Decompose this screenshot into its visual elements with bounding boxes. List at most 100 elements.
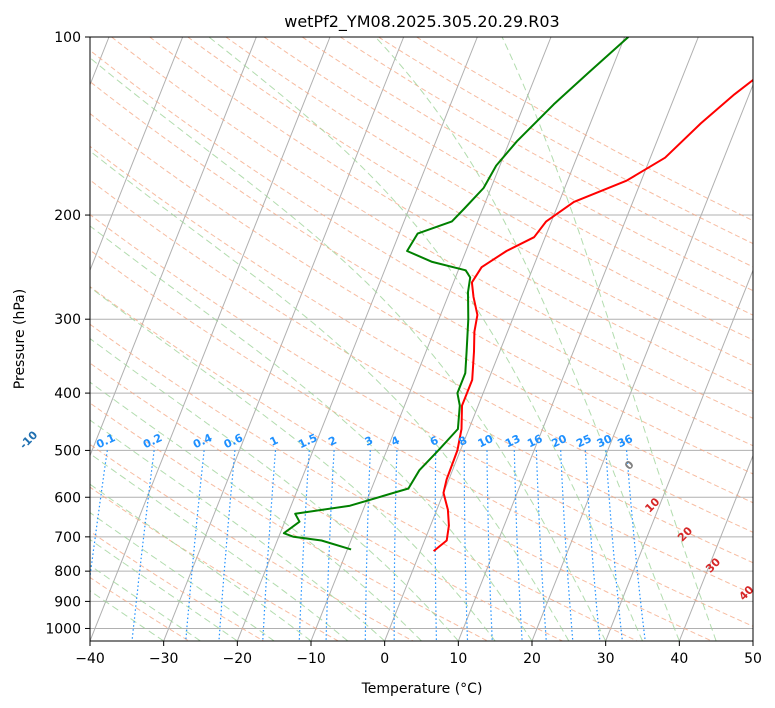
mixing-ratio-line bbox=[560, 450, 574, 641]
moist-adiabat-line bbox=[90, 453, 349, 641]
isotherm-line bbox=[90, 37, 257, 457]
dry-adiabat-line bbox=[90, 49, 753, 447]
dry-adiabat-line bbox=[149, 37, 753, 393]
isotherm-line bbox=[90, 37, 184, 272]
mixing-ratio-line bbox=[535, 450, 547, 641]
moist-adiabat-line bbox=[90, 286, 496, 641]
x-tick-label: −10 bbox=[296, 651, 326, 667]
dry-adiabat-line bbox=[90, 213, 753, 595]
isotherm-line bbox=[457, 37, 699, 641]
mixing-ratio-line bbox=[325, 450, 335, 641]
isotherm-line bbox=[531, 83, 753, 641]
theta-label: 20 bbox=[675, 524, 695, 544]
mixing-ratio-label: 1 bbox=[268, 434, 280, 449]
mixing-ratio-label: 30 bbox=[595, 432, 615, 450]
mixing-ratio-line bbox=[90, 450, 108, 582]
mixing-ratio-label: 0.2 bbox=[141, 431, 164, 451]
dry-adiabat-line bbox=[416, 37, 753, 222]
dewpoint-trace bbox=[282, 37, 629, 551]
x-axis: −40 −30 −20 −10 0 10 20 30 40 50 bbox=[75, 641, 762, 667]
mixing-ratio-label: 25 bbox=[574, 432, 593, 450]
mixing-ratio-line bbox=[393, 450, 398, 641]
y-tick-label: 700 bbox=[54, 530, 81, 546]
dry-adiabat-line bbox=[263, 37, 753, 316]
x-tick-label: 50 bbox=[744, 651, 762, 667]
profile-traces bbox=[282, 37, 753, 552]
plot-frame bbox=[89, 36, 754, 642]
moist-adiabat-line bbox=[90, 564, 201, 641]
dry-adiabat-line bbox=[90, 362, 563, 641]
mixing-ratio-label: 6 bbox=[428, 434, 441, 449]
mixing-ratio-line bbox=[364, 450, 371, 641]
dry-adiabat-line bbox=[301, 37, 753, 292]
dry-adiabat-line bbox=[90, 286, 712, 641]
isotherm-line bbox=[678, 454, 753, 641]
y-axis: 100 200 300 400 500 600 700 800 900 1000 bbox=[45, 30, 90, 637]
dry-adiabat-line bbox=[90, 486, 339, 641]
mixing-ratio-label: 20 bbox=[550, 432, 570, 450]
dry-adiabat-line bbox=[90, 530, 264, 641]
y-tick-label: 200 bbox=[54, 208, 81, 224]
x-tick-label: 0 bbox=[380, 651, 389, 667]
isotherm-line bbox=[163, 37, 405, 641]
dry-adiabat-line bbox=[111, 37, 753, 419]
dry-adiabat-line bbox=[340, 37, 753, 268]
mixing-ratio-label: 0.1 bbox=[94, 431, 117, 451]
mixing-ratio-line bbox=[434, 450, 437, 641]
isotherm-line bbox=[384, 37, 626, 641]
x-tick-label: −30 bbox=[149, 651, 179, 667]
mixing-ratio-label: 13 bbox=[503, 432, 522, 450]
moist-adiabat-line bbox=[375, 37, 680, 641]
mixing-ratio-line bbox=[185, 450, 205, 641]
x-tick-label: 10 bbox=[449, 651, 467, 667]
mixing-ratio-line bbox=[218, 450, 236, 641]
y-tick-label: 300 bbox=[54, 312, 81, 328]
y-tick-label: 500 bbox=[54, 443, 81, 459]
mixing-ratio-label: 0.4 bbox=[191, 431, 214, 451]
theta-label: 40 bbox=[736, 583, 756, 603]
dry-adiabat-line bbox=[90, 179, 753, 564]
moist-adiabat-line bbox=[90, 483, 312, 641]
x-tick-label: 40 bbox=[670, 651, 688, 667]
mixing-ratio-line bbox=[463, 450, 469, 641]
moist-adiabat-line bbox=[90, 512, 275, 641]
y-axis-label: Pressure (hPa) bbox=[12, 289, 28, 389]
mixing-ratio-line bbox=[262, 450, 277, 641]
mixing-ratio-label: 10 bbox=[476, 432, 496, 450]
mixing-ratio-label: 2 bbox=[326, 434, 338, 449]
moist-adiabat-line bbox=[90, 57, 607, 641]
mixing-ratio-line bbox=[298, 450, 310, 641]
x-axis-label: Temperature (°C) bbox=[361, 681, 483, 697]
moist-adiabat-line bbox=[90, 337, 459, 641]
dry-adiabat-line bbox=[90, 145, 753, 533]
moist-adiabat-line bbox=[90, 225, 533, 641]
mixing-ratio-label: 3 bbox=[363, 434, 375, 449]
isotherm-line bbox=[236, 37, 478, 641]
moist-adiabat-line bbox=[90, 381, 422, 641]
dry-adiabat-line bbox=[225, 37, 753, 341]
moist-adiabat-line bbox=[501, 37, 717, 641]
moist-adiabat-line bbox=[90, 150, 570, 641]
y-tick-label: 400 bbox=[54, 386, 81, 402]
moist-adiabat-line bbox=[208, 37, 643, 641]
dry-adiabat-line bbox=[90, 443, 414, 641]
dry-adiabat-line bbox=[187, 37, 753, 367]
isotherm-line bbox=[605, 268, 753, 641]
theta-label: 10 bbox=[642, 495, 662, 515]
y-tick-label: 900 bbox=[54, 594, 81, 610]
x-tick-label: −20 bbox=[223, 651, 253, 667]
dry-adiabat-line bbox=[90, 249, 753, 627]
mixing-ratio-line bbox=[605, 450, 623, 641]
mixing-ratio-line bbox=[626, 450, 646, 641]
y-tick-label: 100 bbox=[54, 30, 81, 46]
dry-adiabat-line bbox=[90, 402, 488, 641]
y-tick-label: 800 bbox=[54, 564, 81, 580]
moist-adiabat-line bbox=[90, 538, 238, 641]
x-tick-label: −40 bbox=[75, 651, 105, 667]
mixing-ratio-label: 16 bbox=[525, 432, 545, 450]
dry-adiabat-line bbox=[90, 80, 753, 475]
theta-label: 0 bbox=[622, 458, 637, 473]
x-tick-label: 30 bbox=[597, 651, 615, 667]
dry-adiabat-line bbox=[90, 112, 753, 504]
